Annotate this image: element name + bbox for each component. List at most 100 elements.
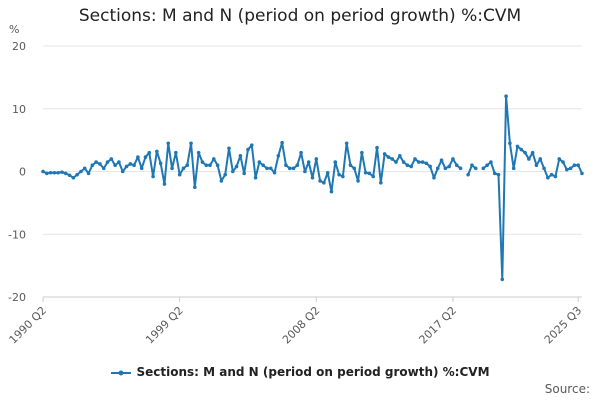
- data-point: [41, 169, 45, 174]
- data-point: [348, 163, 353, 168]
- data-point: [120, 169, 125, 174]
- data-point: [454, 163, 459, 168]
- data-point: [257, 160, 262, 164]
- data-point: [181, 166, 186, 171]
- data-point: [394, 160, 398, 164]
- legend-swatch-icon: [111, 370, 132, 375]
- data-point: [530, 150, 535, 155]
- data-point: [242, 171, 246, 176]
- data-point: [390, 157, 395, 161]
- data-point: [527, 157, 531, 161]
- data-point: [276, 154, 281, 158]
- data-point: [318, 179, 322, 183]
- data-point: [193, 185, 197, 189]
- data-point: [246, 147, 250, 152]
- data-point: [511, 166, 516, 171]
- data-point: [177, 172, 182, 177]
- data-point: [253, 175, 258, 180]
- data-point: [489, 160, 493, 164]
- data-point: [485, 163, 489, 168]
- data-point: [52, 170, 57, 175]
- data-point: [204, 163, 209, 168]
- data-point: [139, 166, 144, 171]
- data-point: [223, 172, 227, 177]
- data-point: [473, 166, 478, 171]
- data-point: [561, 160, 565, 164]
- data-point: [549, 172, 554, 177]
- data-point: [124, 164, 129, 169]
- data-point: [492, 171, 497, 176]
- data-point: [63, 171, 68, 176]
- data-point: [94, 160, 98, 164]
- data-point: [48, 170, 53, 175]
- data-point: [325, 170, 330, 175]
- data-point: [557, 157, 562, 161]
- y-axis-label: %: [9, 23, 19, 36]
- data-point: [227, 146, 231, 151]
- data-point: [162, 182, 167, 186]
- data-point: [439, 158, 444, 162]
- data-point: [534, 163, 539, 168]
- x-tick-label: 1999 Q2: [143, 304, 186, 347]
- data-point: [158, 161, 163, 166]
- data-point: [413, 157, 417, 161]
- data-point: [143, 155, 148, 159]
- data-point: [98, 162, 102, 166]
- data-point: [428, 164, 432, 169]
- data-point: [352, 166, 357, 171]
- data-point: [409, 164, 413, 169]
- x-axis: 1990 Q2 1999 Q2 2008 Q2 2017 Q2 2025 Q3: [7, 296, 584, 347]
- y-tick-label: -10: [8, 228, 26, 241]
- legend[interactable]: Sections: M and N (period on period grow…: [0, 365, 600, 379]
- data-point: [60, 170, 64, 174]
- data-point: [212, 157, 216, 161]
- data-point: [189, 141, 193, 146]
- data-point: [151, 174, 155, 179]
- data-point: [356, 179, 360, 183]
- data-point: [337, 172, 341, 177]
- data-point: [401, 160, 406, 164]
- data-point: [572, 163, 577, 168]
- data-point: [174, 150, 178, 155]
- data-point: [382, 152, 387, 156]
- data-point: [447, 164, 451, 169]
- data-point: [261, 163, 265, 168]
- data-point: [515, 144, 520, 149]
- data-point: [451, 157, 455, 161]
- data-point: [523, 150, 527, 155]
- data-point: [208, 163, 212, 168]
- data-point: [249, 143, 254, 147]
- data-point: [79, 169, 83, 174]
- data-point: [542, 166, 546, 171]
- data-point: [470, 163, 474, 168]
- data-point: [234, 164, 239, 169]
- series-line: [42, 95, 583, 281]
- data-point: [67, 173, 72, 178]
- data-point: [458, 166, 463, 171]
- data-point: [576, 163, 580, 168]
- legend-label: Sections: M and N (period on period grow…: [136, 365, 490, 379]
- data-point: [314, 157, 319, 161]
- data-point: [196, 150, 201, 155]
- data-point: [375, 145, 379, 150]
- data-point: [466, 172, 470, 177]
- data-point: [538, 157, 543, 161]
- data-point: [215, 163, 220, 168]
- data-point: [481, 166, 486, 171]
- data-point: [386, 155, 391, 159]
- data-point: [155, 149, 159, 154]
- data-point: [420, 160, 425, 164]
- data-point: [310, 175, 315, 180]
- data-point: [329, 189, 334, 194]
- data-point: [295, 163, 300, 168]
- data-point: [230, 169, 235, 174]
- series-layer: [41, 94, 584, 282]
- data-point: [303, 169, 307, 174]
- y-tick-label: -20: [8, 291, 26, 304]
- data-point: [170, 166, 174, 171]
- data-point: [147, 150, 152, 155]
- data-point: [363, 170, 368, 175]
- data-point: [117, 160, 121, 164]
- data-point: [82, 166, 87, 171]
